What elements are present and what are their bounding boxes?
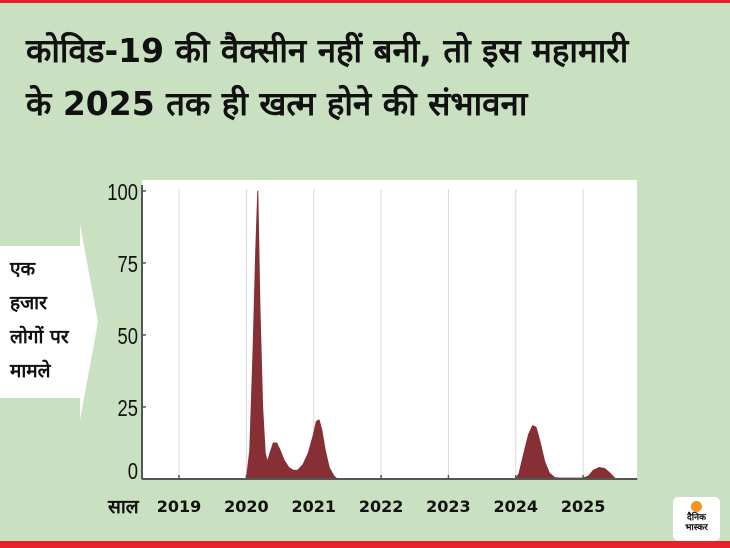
headline: कोविड-19 की वैक्सीन नहीं बनी, तो इस महाम…	[26, 24, 716, 130]
y-axis-label: एक हजार लोगों पर मामले	[10, 252, 88, 388]
y-tick-label: 25	[118, 396, 138, 421]
x-tick-label: 2019	[157, 497, 202, 516]
headline-line-2: के 2025 तक ही खत्म होने की संभावना	[26, 84, 528, 123]
logo-text: दैनिक	[686, 513, 707, 523]
y-label-line: एक	[10, 258, 36, 280]
x-tick-label: 2024	[494, 497, 539, 516]
x-tick-label: 2021	[291, 497, 336, 516]
y-tick-label: 75	[118, 252, 138, 277]
y-label-line: हजार	[10, 292, 47, 314]
x-tick-label: 2025	[561, 497, 606, 516]
x-tick-label: 2022	[359, 497, 404, 516]
y-tick-label: 100	[107, 180, 138, 205]
y-label-line: मामले	[10, 360, 51, 382]
x-tick-label: 2020	[224, 497, 269, 516]
logo-text: भास्कर	[685, 523, 708, 533]
y-tick-label: 0	[128, 459, 138, 484]
dainik-bhaskar-logo: दैनिक भास्कर	[673, 497, 720, 541]
top-accent-bar	[0, 0, 730, 3]
arrow-shape	[0, 224, 98, 420]
x-axis-label: साल	[107, 496, 140, 518]
y-axis-label-callout: एक हजार लोगों पर मामले	[0, 224, 100, 420]
y-label-line: लोगों पर	[10, 326, 69, 348]
bottom-accent-bar	[0, 541, 730, 548]
x-tick-label: 2023	[426, 497, 471, 516]
plot-area	[142, 180, 637, 479]
area-series	[141, 190, 638, 480]
y-tick-label: 50	[118, 324, 138, 349]
sun-icon	[691, 501, 702, 512]
headline-line-1: कोविड-19 की वैक्सीन नहीं बनी, तो इस महाम…	[26, 31, 629, 70]
